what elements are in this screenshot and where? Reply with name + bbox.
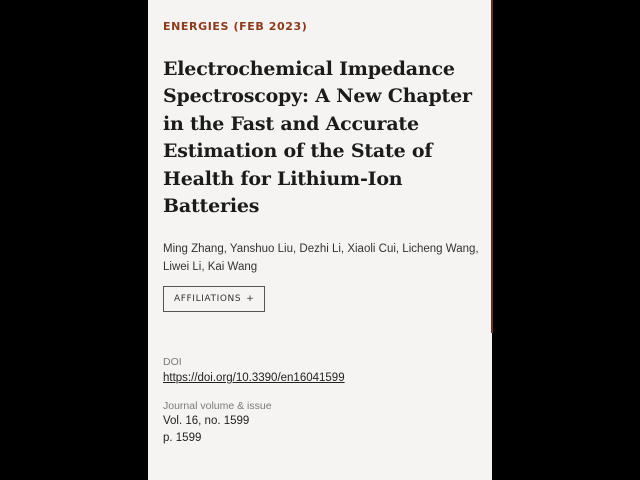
pages-text: p. 1599: [163, 432, 202, 444]
journal-issue-label: Journal volume & issue: [163, 400, 272, 412]
plus-icon: +: [246, 294, 255, 304]
affiliations-button-label: AFFILIATIONS: [174, 294, 242, 304]
journal-date-label: ENERGIES (FEB 2023): [163, 20, 308, 33]
volume-text: Vol. 16, no. 1599: [163, 415, 250, 427]
affiliations-button[interactable]: AFFILIATIONS +: [163, 286, 266, 312]
doi-link[interactable]: https://doi.org/10.3390/en16041599: [163, 372, 345, 384]
doi-label: DOI: [163, 356, 182, 368]
card-edge-line: [491, 0, 493, 333]
author-list: Ming Zhang, Yanshuo Liu, Dezhi Li, Xiaol…: [163, 243, 479, 273]
article-title: Electrochemical Impedance Spectroscopy: …: [163, 58, 472, 218]
article-card: ENERGIES (FEB 2023) Electrochemical Impe…: [148, 0, 492, 480]
